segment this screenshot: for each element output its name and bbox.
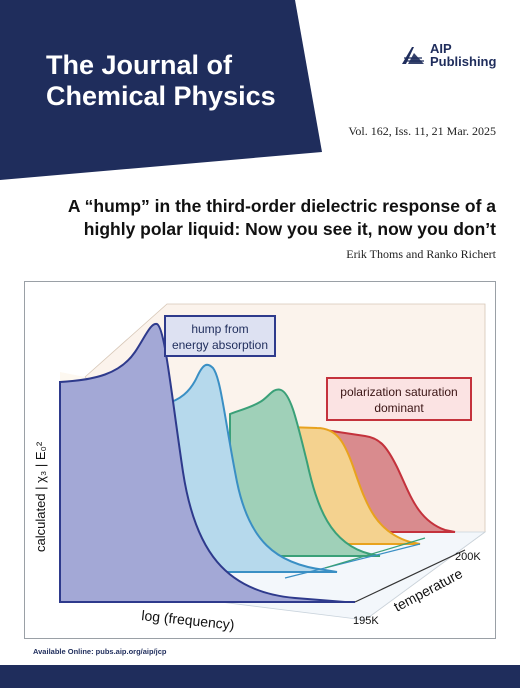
available-online[interactable]: Available Online: pubs.aip.org/aip/jcp [33,647,167,656]
tail-green [324,537,426,569]
z-axis-line [354,549,466,603]
publisher-logo[interactable]: AIP Publishing [400,42,496,68]
annotation-hump-line2: energy absorption [172,338,268,352]
y-axis-label: calculated | χ₃ | E₀² [33,441,48,552]
annotation-saturation-line2: dominant [374,401,424,415]
tail-lightblue [284,543,421,579]
annotation-saturation-line1: polarization saturation [340,385,457,399]
x-axis-label: log (frequency) [141,607,236,633]
footer-bar [0,665,520,688]
annotation-hump-line1: hump from [191,322,248,336]
curve-green [229,388,381,557]
header-banner [0,0,322,180]
issue-info: Vol. 162, Iss. 11, 21 Mar. 2025 [348,124,496,138]
publisher-name-line2: Publishing [430,54,497,69]
annotation-saturation-box [326,377,472,421]
publisher-name-line1: AIP [430,41,452,56]
curve-lightblue [164,363,338,573]
article-authors: Erik Thoms and Ranko Richert [346,247,496,261]
temp-low-label: 195K [353,615,379,627]
curve-darkblue [59,322,346,603]
cover-figure: hump from energy absorption polarization… [24,281,496,639]
journal-title: The Journal of Chemical Physics [46,50,276,111]
article-title: A “hump” in the third-order dielectric r… [67,196,496,239]
annotation-hump-box [164,315,276,357]
temp-high-label: 200K [455,551,481,563]
cover-illustration: hump from energy absorption polarization… [33,303,487,633]
aip-logo-icon [402,47,424,64]
